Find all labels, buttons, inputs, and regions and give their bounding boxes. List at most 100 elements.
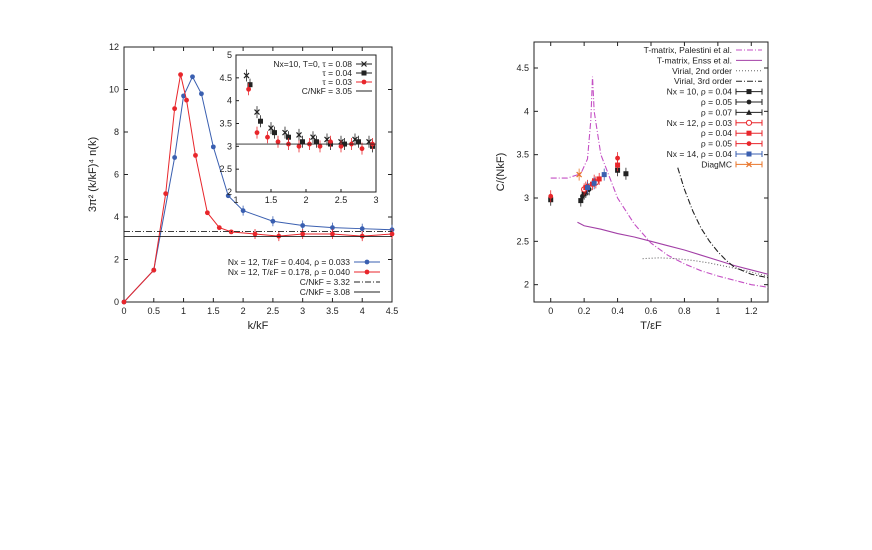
x-axis-label: k/kF (248, 320, 269, 332)
inset-y-tick-label: 2 (227, 187, 232, 197)
y-tick-label: 4 (524, 106, 529, 116)
inset-data-point (254, 109, 260, 116)
inset-x-tick-label: 1 (233, 195, 238, 205)
data-point (204, 210, 210, 216)
inset-legend-marker (361, 79, 367, 85)
inset-data-point (272, 130, 277, 136)
y-tick-label: 4 (114, 212, 119, 222)
data-point (576, 171, 583, 178)
y-tick-label: 3 (524, 193, 529, 203)
inset-frame (235, 54, 377, 193)
legend-marker (364, 259, 370, 265)
inset-data-point (286, 134, 291, 140)
data-point (151, 267, 157, 273)
legend-label: ρ = 0.07 (701, 107, 732, 117)
inset-legend-marker (361, 61, 367, 67)
legend-marker (746, 109, 752, 115)
inset-data-point (243, 72, 250, 79)
data-point (190, 74, 195, 80)
data-point (210, 144, 216, 150)
inset-data-point (246, 86, 252, 92)
y-tick-label: 2 (114, 255, 119, 265)
legend-label: ρ = 0.05 (701, 139, 732, 149)
x-tick-label: 1 (181, 306, 186, 316)
legend-marker (746, 151, 752, 157)
inset-x-tick-label: 3 (373, 195, 378, 205)
x-tick-label: 1.5 (207, 306, 220, 316)
data-point (389, 231, 395, 237)
inset-data-point (317, 143, 323, 149)
x-tick-label: 0 (548, 306, 553, 316)
data-point (548, 193, 554, 199)
y-tick-label: 10 (109, 85, 119, 95)
data-point (359, 226, 365, 232)
inset-data-point (300, 139, 305, 145)
data-point (330, 225, 335, 231)
inset-data-point (328, 139, 333, 145)
legend-marker (746, 89, 752, 95)
y-axis-label: 3π² (k/kF)⁴ n(k) (87, 137, 99, 212)
y-tick-label: 2 (524, 280, 529, 290)
data-point (240, 208, 246, 214)
data-point (199, 91, 204, 97)
data-point (178, 72, 183, 78)
legend-label: C/NkF = 3.08 (300, 287, 351, 297)
inset-data-point (275, 139, 281, 145)
inset-legend-label: C/NkF = 3.05 (302, 86, 353, 96)
y-tick-label: 6 (114, 170, 119, 180)
legend-marker (746, 141, 752, 147)
series-line (123, 74, 393, 303)
x-tick-label: 3 (300, 306, 305, 316)
inset-x-tick-label: 2.5 (335, 195, 348, 205)
inset-legend-marker (361, 70, 367, 76)
inset-data-point (338, 143, 344, 149)
series-line (577, 221, 769, 275)
data-point (121, 299, 127, 305)
data-point (578, 198, 584, 204)
x-tick-label: 0 (121, 306, 126, 316)
inset-legend-label: τ = 0.03 (322, 77, 352, 87)
x-tick-label: 0.4 (611, 306, 624, 316)
inset-data-point (282, 129, 288, 136)
data-point (300, 223, 306, 228)
x-tick-label: 0.2 (578, 306, 591, 316)
inset-data-point (258, 118, 263, 124)
x-tick-label: 3.5 (326, 306, 339, 316)
legend-label: T-matrix, Enss et al. (657, 55, 732, 65)
inset-x-tick-label: 1.5 (265, 195, 278, 205)
data-point (615, 162, 621, 168)
y-tick-label: 0 (114, 297, 119, 307)
inset-data-point (265, 134, 270, 140)
series-line (677, 167, 769, 279)
inset-y-tick-label: 4.5 (219, 73, 232, 83)
data-point (270, 218, 276, 224)
inset-x-tick-label: 2 (303, 195, 308, 205)
data-point (184, 97, 189, 103)
data-point (225, 193, 231, 199)
legend-label: C/NkF = 3.32 (300, 277, 351, 287)
y-tick-label: 2.5 (516, 236, 529, 246)
legend-label: DiagMC (701, 159, 732, 169)
x-tick-label: 0.5 (148, 306, 161, 316)
x-tick-label: 0.6 (645, 306, 658, 316)
right-plot-frame (533, 41, 769, 303)
inset-data-point (254, 130, 260, 136)
legend-label: T-matrix, Palestini et al. (644, 45, 732, 55)
legend-label: Virial, 2nd order (672, 66, 732, 76)
y-tick-label: 8 (114, 127, 119, 137)
inset-data-point (310, 134, 316, 141)
data-point (163, 191, 169, 197)
y-tick-label: 12 (109, 42, 119, 52)
data-point (193, 152, 198, 158)
legend-marker (745, 119, 753, 126)
x-tick-label: 1.2 (745, 306, 758, 316)
data-point (596, 176, 602, 182)
data-point (216, 225, 222, 231)
data-point (172, 155, 178, 160)
legend-marker (746, 161, 752, 168)
inset-legend-label: Nx=10, T=0, τ = 0.08 (273, 59, 352, 69)
inset-y-tick-label: 4 (227, 96, 232, 106)
series-line (550, 76, 769, 288)
legend-label: ρ = 0.04 (701, 128, 732, 138)
